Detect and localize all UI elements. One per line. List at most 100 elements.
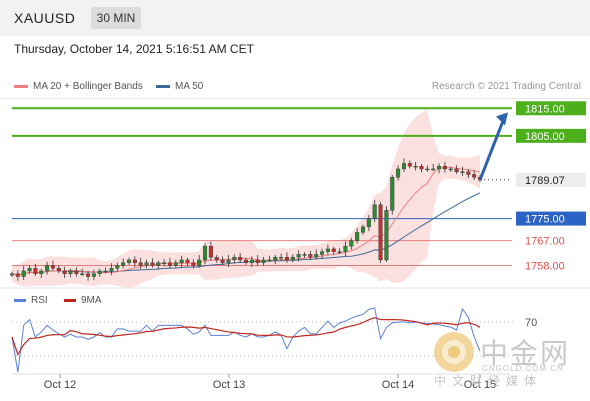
x-tick-label: Oct 13	[213, 379, 245, 391]
candle-body	[144, 262, 149, 266]
candle-body	[314, 254, 319, 258]
candle-body	[80, 273, 85, 275]
rsi-tick-70: 70	[525, 317, 537, 329]
candle-body	[396, 168, 401, 178]
level-label-1758-00: 1758.00	[525, 260, 565, 272]
watermark-logo: 中金网 CNGOLD.COM.CN 中文财经媒体	[432, 330, 582, 390]
legend-rsi-label: RSI	[31, 295, 48, 306]
candle-body	[15, 273, 20, 277]
rsi-swatch	[14, 298, 26, 302]
watermark-url: CNGOLD.COM.CN	[482, 364, 564, 373]
candle-body	[448, 168, 453, 171]
forecast-arrowhead	[496, 112, 508, 126]
candle-body	[103, 270, 108, 273]
candle-body	[68, 270, 73, 274]
candle-body	[267, 259, 272, 262]
candle-body	[431, 168, 436, 171]
legend-ma50-label: MA 50	[175, 81, 204, 92]
candle-body	[384, 210, 389, 261]
coin-icon	[434, 332, 474, 372]
candle-body	[74, 270, 79, 274]
candle-body	[425, 168, 430, 171]
candle-body	[360, 226, 366, 233]
candle-body	[284, 256, 289, 261]
candle-body	[173, 262, 178, 266]
candle-body	[109, 268, 114, 272]
symbol-label: XAUUSD	[14, 10, 76, 26]
candle-body	[232, 256, 237, 261]
datetime-label: Thursday, October 14, 2021 5:16:51 AM CE…	[14, 42, 254, 56]
candle-body	[50, 265, 55, 269]
bollinger-band	[12, 109, 480, 288]
candle-body	[454, 168, 459, 172]
candle-body	[238, 256, 243, 261]
candle-body	[349, 240, 354, 247]
x-tick-label: Oct 12	[44, 379, 76, 391]
candle-body	[355, 232, 360, 241]
candle-body	[220, 259, 225, 263]
candle-body	[62, 270, 67, 274]
candle-body	[150, 262, 155, 266]
interval-button[interactable]: 30 MIN	[91, 7, 141, 29]
candle-body	[191, 262, 196, 266]
candle-body	[97, 270, 102, 274]
last-price-badge	[516, 172, 586, 187]
candle-body	[162, 262, 167, 264]
candle-body	[407, 163, 412, 167]
last-price-label: 1789.07	[525, 175, 565, 187]
candle-body	[273, 256, 278, 261]
legend-rsi-ma-label: 9MA	[81, 295, 102, 306]
candle-body	[21, 270, 26, 277]
candle-body	[390, 177, 395, 211]
chart-header-bar: XAUUSD 30 MIN	[0, 0, 590, 36]
candle-body	[214, 256, 219, 261]
candle-body	[401, 163, 406, 170]
x-tick-label: Oct 14	[382, 379, 414, 391]
candle-body	[39, 270, 44, 274]
candle-body	[460, 171, 465, 173]
candle-body	[185, 259, 190, 263]
candle-body	[132, 259, 137, 263]
x-tick-label: Oct 15	[464, 379, 496, 391]
level-label-1805-00: 1805.00	[525, 131, 565, 143]
candle-body	[366, 218, 371, 228]
candle-body	[331, 248, 336, 252]
candle-body	[296, 254, 301, 258]
watermark-name: 中金网	[480, 337, 571, 370]
level-label-1767-00: 1767.00	[525, 236, 565, 248]
candle-body	[179, 259, 184, 263]
candle-body	[86, 273, 91, 277]
level-badge-1805-00	[516, 128, 586, 143]
candle-body	[320, 251, 325, 255]
candle-body	[208, 245, 213, 258]
candle-body	[91, 273, 96, 277]
candle-body	[437, 165, 442, 170]
rsi-ma-line	[11, 316, 481, 356]
candle-body	[308, 254, 313, 258]
candle-body	[203, 245, 208, 261]
legend-rsi: RSI	[14, 295, 48, 306]
candle-body	[466, 171, 471, 175]
candle-body	[255, 259, 260, 263]
level-badge-1815-00	[516, 101, 586, 116]
level-label-1815-00: 1815.00	[525, 103, 565, 115]
candle-body	[138, 262, 143, 266]
candle-body	[9, 273, 15, 276]
candle-body	[337, 251, 342, 253]
candle-body	[372, 204, 377, 219]
candle-body	[378, 204, 383, 261]
legend-ma20: MA 20 + Bollinger Bands	[14, 81, 143, 92]
candle-body	[226, 259, 231, 263]
legend-ma20-label: MA 20 + Bollinger Bands	[33, 81, 143, 92]
candle-body	[302, 254, 307, 256]
candle-body	[115, 265, 120, 269]
candle-body	[197, 259, 202, 266]
candle-body	[243, 259, 249, 263]
level-label-1775-00: 1775.00	[525, 214, 565, 226]
credit-label: Research © 2021 Trading Central	[431, 81, 581, 92]
candle-body	[167, 262, 172, 266]
candle-body	[290, 256, 295, 261]
candle-body	[56, 268, 61, 272]
candle-body	[472, 174, 477, 178]
